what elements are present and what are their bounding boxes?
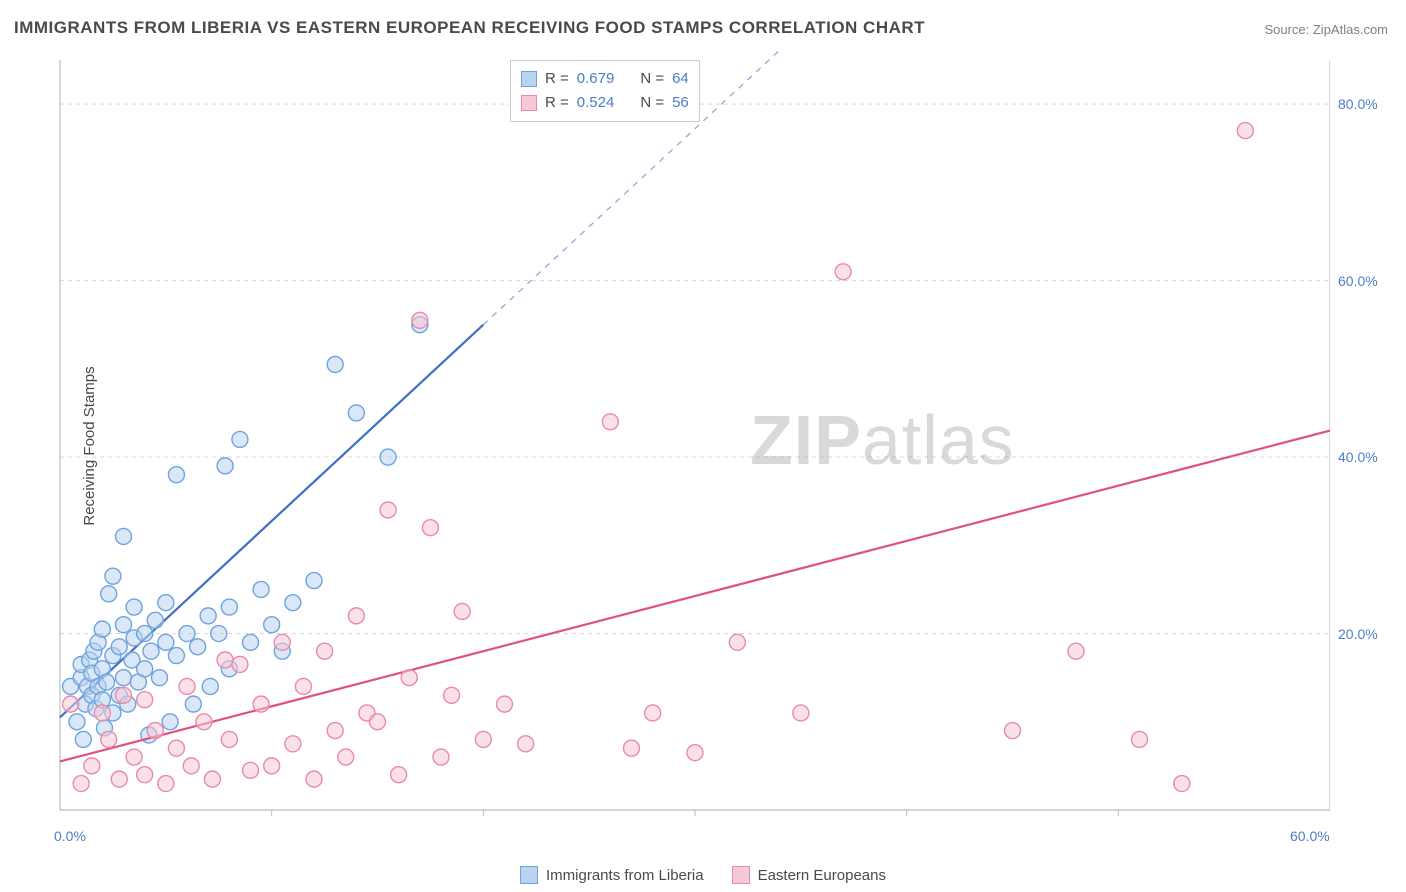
chart-title: IMMIGRANTS FROM LIBERIA VS EASTERN EUROP…	[14, 18, 925, 38]
legend-swatch	[520, 866, 538, 884]
stat-n-value: 64	[672, 67, 689, 91]
stat-r-value: 0.524	[577, 91, 615, 115]
chart-area	[50, 50, 1330, 820]
legend-label: Immigrants from Liberia	[546, 867, 704, 884]
bottom-legend: Immigrants from Liberia Eastern Europeans	[520, 866, 886, 884]
stat-r-value: 0.679	[577, 67, 615, 91]
stats-row: R = 0.679 N = 64	[521, 67, 689, 91]
stats-swatch	[521, 71, 537, 87]
source-attribution: Source: ZipAtlas.com	[1264, 22, 1388, 37]
stat-r-label: R =	[545, 91, 569, 115]
correlation-stats-box: R = 0.679 N = 64 R = 0.524 N = 56	[510, 60, 700, 122]
y-tick-label: 60.0%	[1338, 273, 1378, 289]
scatter-chart	[50, 50, 1330, 820]
stat-r-label: R =	[545, 67, 569, 91]
legend-label: Eastern Europeans	[758, 867, 886, 884]
legend-item: Eastern Europeans	[732, 866, 886, 884]
x-tick-label: 60.0%	[1290, 828, 1330, 844]
stat-n-label: N =	[640, 91, 664, 115]
stat-n-value: 56	[672, 91, 689, 115]
stats-swatch	[521, 95, 537, 111]
stat-n-label: N =	[640, 67, 664, 91]
stats-row: R = 0.524 N = 56	[521, 91, 689, 115]
x-tick-label: 0.0%	[54, 828, 86, 844]
legend-item: Immigrants from Liberia	[520, 866, 704, 884]
y-tick-label: 40.0%	[1338, 449, 1378, 465]
y-tick-label: 20.0%	[1338, 626, 1378, 642]
y-tick-label: 80.0%	[1338, 96, 1378, 112]
legend-swatch	[732, 866, 750, 884]
